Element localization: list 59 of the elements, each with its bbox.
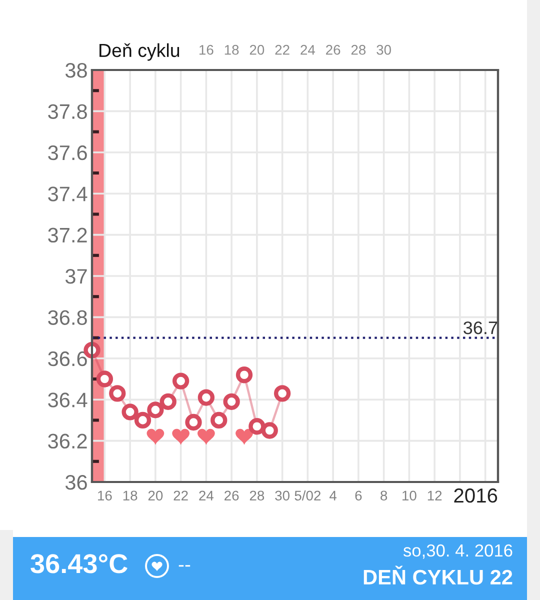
y-tick-label: 37.6 [48,145,87,160]
x2-tick-label: 16 [200,44,214,55]
ref-line-label: 36.7 [464,321,498,334]
y-tick-label: 37.2 [48,228,87,243]
point [248,418,266,435]
x-tick-label: 22 [174,490,188,500]
x2-tick-label: 28 [351,44,366,55]
text: DEŇ CYKLU 22 [364,566,512,585]
y-tick-label: 37.8 [48,104,87,119]
x-tick-label: 16 [98,490,112,501]
point [236,428,253,445]
point [109,385,126,402]
x-tick-label: 5/02 [294,490,321,501]
x-tick-label: 10 [402,490,416,501]
x-tick-label: 12 [428,490,442,500]
point [236,366,253,384]
point [134,412,152,429]
point [210,412,228,429]
point [96,370,114,388]
point [172,428,190,445]
x-tick-label: 6 [355,490,362,501]
point [147,402,164,418]
point [185,414,202,431]
x-tick-label: 20 [148,490,163,501]
x2-tick-label: 24 [300,44,316,55]
point [198,428,215,445]
point [160,393,176,410]
x-tick-label: 30 [275,490,290,501]
text: so,30. 4. 2016 [403,544,512,559]
x-tick-label: 24 [199,490,214,500]
y-tick-label: 36.8 [48,310,87,325]
y-tick-label: 36.6 [48,351,87,366]
y-tick-label: 36.4 [48,392,88,408]
x-tick-label: 18 [123,490,138,501]
text: 36.43°C [30,554,128,574]
x2-tick-label: 22 [275,44,290,55]
text: -- [178,565,190,567]
x2-tick-label: 18 [224,44,239,55]
point [172,372,190,390]
point [261,422,278,439]
y-tick-label: 36.2 [48,434,87,449]
point [146,428,164,445]
x2-tick-label: 26 [326,44,340,55]
x-tick-label: 28 [250,490,264,501]
y-tick-label: 36 [65,475,87,490]
point [223,393,240,410]
x-tick-label: 4 [330,490,337,500]
y-tick-label: 38 [65,63,87,78]
x2-tick-label: 20 [250,44,264,55]
x2-axis-title: Deň cyklu [100,43,180,61]
x-tick-label: 8 [380,490,388,501]
y-tick-label: 37 [65,269,87,284]
x2-tick-label: 30 [376,44,391,55]
x-axis-title: 2016 [454,488,498,503]
point [274,385,291,402]
x-tick-label: 26 [224,490,239,501]
point [122,404,138,420]
point [198,389,215,406]
y-tick-label: 37.4 [48,186,88,202]
